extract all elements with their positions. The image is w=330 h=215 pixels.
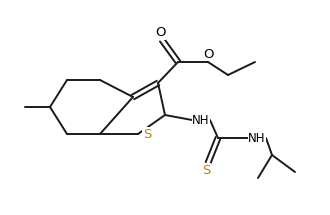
Text: O: O bbox=[203, 48, 213, 60]
Text: O: O bbox=[155, 26, 165, 40]
Text: NH: NH bbox=[192, 114, 210, 126]
Text: S: S bbox=[202, 163, 210, 177]
Text: S: S bbox=[143, 127, 151, 140]
Text: NH: NH bbox=[248, 132, 266, 144]
